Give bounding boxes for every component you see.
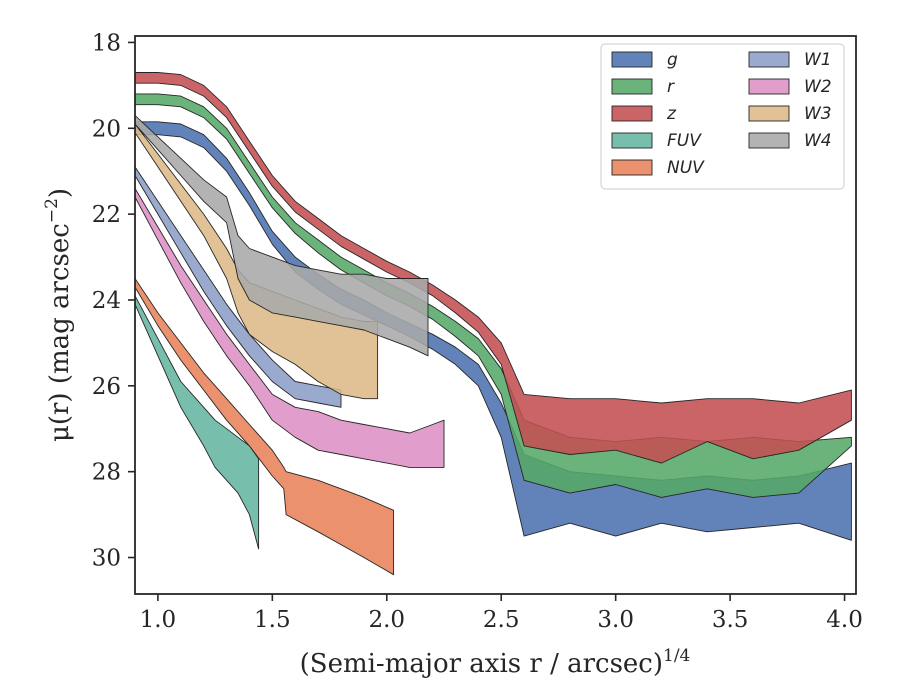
legend-swatch-z [611, 105, 653, 122]
profile-areas [135, 72, 852, 576]
x-axis-ticks: 1.0 1.5 2.0 2.5 3.0 3.5 4.0 [140, 594, 863, 633]
x-tick-label: 4.0 [826, 607, 863, 633]
area-w1 [135, 166, 342, 408]
plot-frame [134, 35, 857, 595]
legend-swatch-g [611, 51, 653, 68]
legend-items: grz FUV NUV W1 W2 W3 W4 [611, 50, 832, 178]
legend-swatch-w3 [748, 105, 790, 122]
legend: grz FUV NUV W1 W2 W3 W4 [600, 43, 845, 190]
y-tick-label: 18 [92, 30, 121, 56]
legend-swatch-w2 [748, 78, 790, 95]
area-z [135, 72, 852, 464]
y-axis-ticks: 18 20 22 24 26 28 30 [92, 30, 135, 572]
area-nuv [135, 278, 395, 576]
x-tick-label: 3.5 [712, 607, 749, 633]
x-tick-label: 2.0 [368, 607, 405, 633]
legend-label-z: z [666, 104, 677, 124]
legend-swatch-fuv [611, 132, 653, 149]
x-tick-label: 1.0 [140, 607, 177, 633]
y-tick-label: 26 [92, 374, 121, 400]
y-axis-title: μ(r) (mag arcsec−2) [42, 188, 75, 442]
legend-swatch-w1 [748, 51, 790, 68]
y-tick-label: 22 [92, 202, 121, 228]
legend-swatch-w4 [748, 132, 790, 149]
y-tick-label: 30 [92, 546, 121, 572]
legend-swatch-nuv [611, 159, 653, 176]
area-w3 [135, 123, 379, 400]
x-tick-label: 1.5 [254, 607, 291, 633]
legend-label-nuv: NUV [667, 158, 705, 178]
area-w4 [135, 114, 429, 357]
x-tick-label: 2.5 [483, 607, 520, 633]
legend-label-w4: W4 [804, 131, 832, 151]
y-tick-label: 28 [92, 460, 121, 486]
y-tick-label: 20 [92, 116, 121, 142]
legend-label-g: g [667, 50, 678, 70]
area-fuv [135, 295, 260, 550]
legend-swatch-r [611, 78, 653, 95]
legend-label-w1: W1 [804, 50, 832, 70]
x-tick-label: 3.0 [597, 607, 634, 633]
x-axis-title: (Semi-major axis r / arcsec)1/4 [300, 646, 691, 679]
area-r [135, 93, 852, 498]
legend-label-r: r [667, 77, 675, 97]
y-tick-label: 24 [92, 288, 121, 314]
legend-label-w2: W2 [804, 77, 832, 97]
area-w2 [135, 187, 445, 468]
legend-label-fuv: FUV [667, 131, 702, 151]
legend-label-w3: W3 [804, 104, 832, 124]
